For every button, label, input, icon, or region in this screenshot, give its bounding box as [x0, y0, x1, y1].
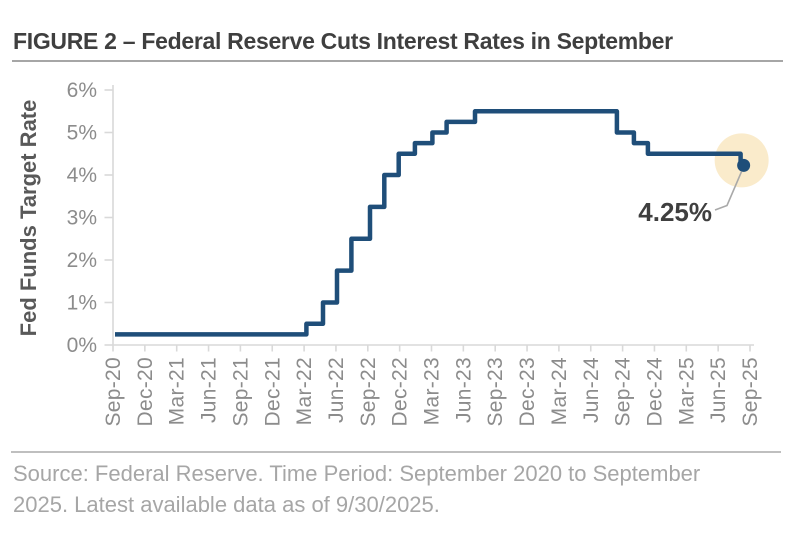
figure-title: FIGURE 2 – Federal Reserve Cuts Interest… — [13, 28, 673, 54]
axes — [104, 85, 754, 352]
x-tick-label: Sep-24 — [612, 357, 635, 427]
x-tick-label: Jun-24 — [580, 357, 603, 423]
x-tick-label: Mar-25 — [675, 357, 698, 425]
y-tick-label: 4% — [67, 164, 97, 187]
x-tick-label: Mar-24 — [548, 357, 571, 425]
source-note-line-2: 2025. Latest available data as of 9/30/2… — [13, 492, 440, 517]
x-tick-label: Sep-23 — [484, 357, 507, 427]
annotation-label: 4.25% — [638, 197, 712, 227]
rate-step-line — [115, 109, 745, 337]
x-tick-label: Mar-21 — [166, 357, 189, 425]
x-tick-label: Mar-22 — [293, 357, 316, 425]
annotation-leader-line — [714, 171, 743, 211]
y-tick-label: 3% — [67, 207, 97, 230]
x-tick-label: Sep-20 — [102, 357, 125, 427]
source-note-line-1: Source: Federal Reserve. Time Period: Se… — [13, 461, 701, 486]
x-tick-label: Dec-24 — [643, 357, 666, 427]
x-tick-label: Mar-23 — [421, 357, 444, 425]
title-divider — [12, 60, 783, 62]
x-tick-label: Sep-25 — [739, 357, 762, 427]
source-divider — [11, 451, 781, 453]
x-tick-label: Jun-22 — [325, 357, 348, 423]
y-tick-label: 0% — [67, 334, 97, 357]
y-tick-labels: 0% 1% 2% 3% 4% 5% 6% — [67, 79, 97, 357]
x-tick-label: Jun-21 — [198, 357, 221, 423]
x-tick-label: Sep-21 — [229, 357, 252, 427]
x-tick-label: Jun-25 — [707, 357, 730, 423]
source-note: Source: Federal Reserve. Time Period: Se… — [13, 458, 783, 520]
x-tick-label: Dec-22 — [389, 357, 412, 427]
x-tick-label: Dec-21 — [261, 357, 284, 427]
y-tick-label: 1% — [67, 292, 97, 315]
y-tick-label: 6% — [67, 79, 97, 102]
x-tick-labels: Sep-20 Dec-20 Mar-21 Jun-21 Sep-21 Dec-21 Mar-… — [102, 357, 762, 427]
endpoint-dot — [737, 158, 751, 172]
fed-funds-rate-chart: 0%1%2%3%4%5%6% Sep-20 Dec-20 Mar-21 Jun-21 S… — [16, 79, 769, 427]
y-tick-label: 2% — [67, 249, 97, 272]
x-tick-label: Dec-23 — [516, 357, 539, 427]
x-tick-label: Jun-23 — [452, 357, 475, 423]
y-axis-title: Fed Funds Target Rate — [16, 100, 41, 337]
x-tick-label: Sep-22 — [357, 357, 380, 427]
y-tick-label: 5% — [67, 122, 97, 145]
x-tick-label: Dec-20 — [134, 357, 157, 427]
